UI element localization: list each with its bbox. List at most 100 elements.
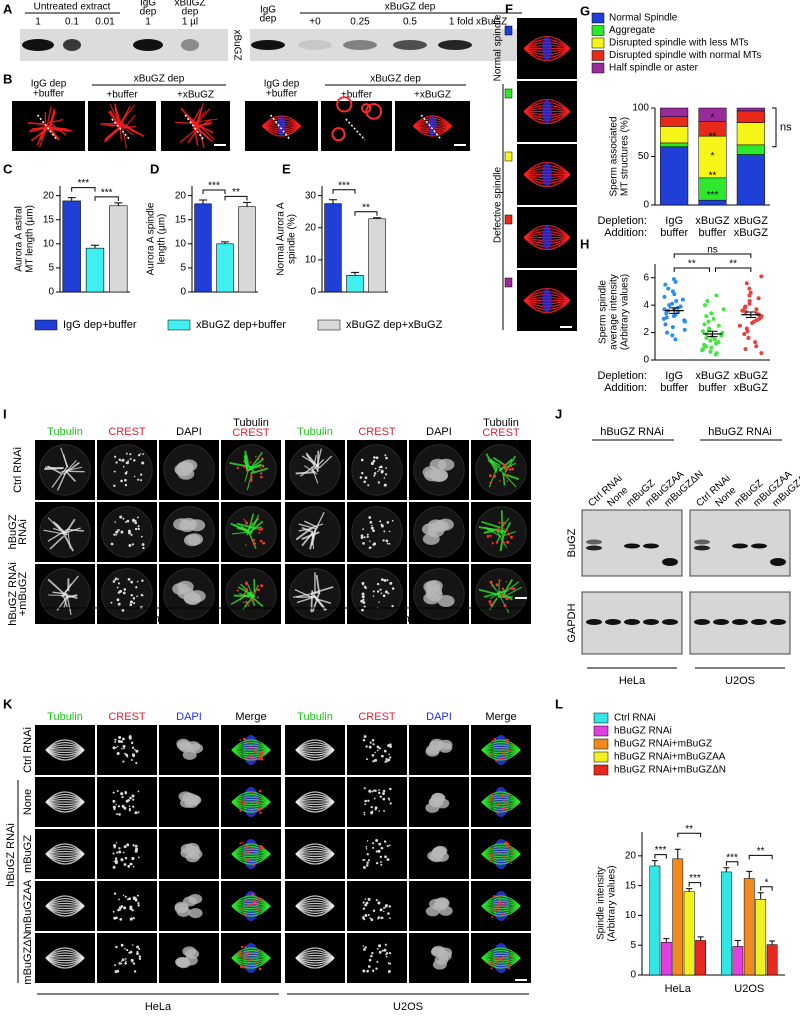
spot xyxy=(374,467,377,470)
cell-outline xyxy=(101,568,153,620)
panel-letter: A xyxy=(3,1,13,16)
bar xyxy=(109,205,128,293)
legend-swatch xyxy=(593,712,609,724)
spot xyxy=(244,581,248,585)
significance: *** xyxy=(77,178,89,189)
spot xyxy=(249,461,252,464)
legend-label: IgG dep+buffer xyxy=(63,319,137,331)
spot xyxy=(241,907,243,910)
spot xyxy=(136,952,139,956)
x-tick-label: buffer xyxy=(699,227,727,239)
spindle-fiber xyxy=(295,905,335,917)
spot xyxy=(501,959,505,963)
panel-letter: C xyxy=(3,161,13,176)
y-tick-label: 0 xyxy=(630,970,636,981)
label: Untreated extract xyxy=(34,2,111,13)
spot xyxy=(389,745,392,748)
bracket xyxy=(673,267,710,272)
fiber xyxy=(502,521,512,536)
cell-outline xyxy=(289,444,341,496)
spot xyxy=(369,917,372,919)
legend-swatch xyxy=(591,62,605,74)
spot xyxy=(387,969,391,973)
spot xyxy=(488,961,492,965)
spot xyxy=(510,906,512,909)
label: CREST xyxy=(108,711,146,723)
spot xyxy=(115,803,117,806)
chromatin xyxy=(188,894,203,905)
legend-label: Ctrl RNAi xyxy=(614,713,656,724)
spot xyxy=(362,969,366,973)
spot xyxy=(244,544,247,546)
spot xyxy=(114,578,117,581)
spot xyxy=(122,591,126,595)
spindle-fiber xyxy=(231,801,271,808)
spot xyxy=(250,522,253,525)
spot xyxy=(124,791,128,795)
y-tick-label: 15 xyxy=(43,214,55,225)
y-tick-label: 10 xyxy=(625,910,637,921)
fiber xyxy=(248,458,265,471)
spot xyxy=(364,799,367,803)
bar xyxy=(695,940,707,976)
spot xyxy=(371,754,375,757)
chromatin xyxy=(434,851,449,862)
spot xyxy=(489,860,492,863)
spot xyxy=(377,850,379,853)
spot xyxy=(126,949,129,952)
spot xyxy=(120,943,124,947)
y-tick-label: 10 xyxy=(43,238,55,249)
spot xyxy=(363,480,366,484)
spot xyxy=(389,802,392,805)
spot xyxy=(245,587,249,591)
spot xyxy=(133,459,136,462)
fiber xyxy=(48,110,56,127)
spot xyxy=(141,461,145,465)
bracket xyxy=(677,832,702,838)
spot xyxy=(128,951,131,954)
bracket xyxy=(332,189,356,194)
legend-label: Aggregate xyxy=(609,25,656,36)
spot xyxy=(368,789,372,793)
bracket xyxy=(688,882,702,887)
label: xBuGZ xyxy=(231,29,242,60)
label: 9 min xyxy=(395,613,422,625)
spot xyxy=(367,799,370,802)
significance: *** xyxy=(655,845,667,856)
spindle-fiber xyxy=(481,954,521,959)
spot xyxy=(128,807,131,810)
label: CREST xyxy=(482,427,520,439)
spot xyxy=(493,474,497,478)
spot xyxy=(118,735,122,740)
spot xyxy=(141,543,145,546)
spot xyxy=(260,527,264,531)
point xyxy=(721,307,726,312)
spot xyxy=(362,598,365,601)
spot xyxy=(137,811,140,814)
spot xyxy=(489,534,492,537)
label: DAPI xyxy=(176,711,202,723)
error-bar xyxy=(67,197,76,201)
spot xyxy=(246,950,249,954)
spot xyxy=(375,862,379,865)
error-bar xyxy=(663,938,670,943)
spot xyxy=(117,739,121,743)
spot xyxy=(118,898,120,901)
spot xyxy=(254,747,257,751)
fiber xyxy=(45,106,52,129)
spot xyxy=(128,805,131,808)
spot xyxy=(488,600,492,603)
spot xyxy=(492,464,494,467)
label: +buffer xyxy=(266,89,298,100)
panel-letter: B xyxy=(3,71,12,86)
spindle-fiber xyxy=(295,905,335,912)
spot xyxy=(253,952,256,955)
spot xyxy=(136,580,139,583)
spot xyxy=(254,907,257,910)
x-tick-label: xBuGZ xyxy=(734,382,769,394)
spot xyxy=(250,472,253,476)
legend-swatch xyxy=(593,725,609,737)
spot xyxy=(130,758,133,761)
point xyxy=(709,345,714,350)
spot xyxy=(362,915,365,918)
